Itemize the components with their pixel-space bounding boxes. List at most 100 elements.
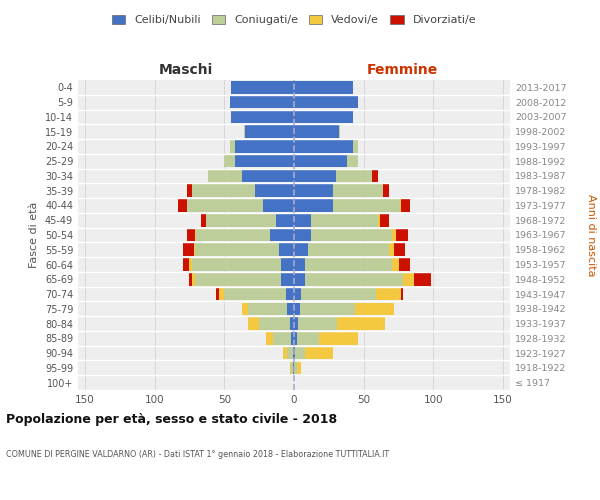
Text: COMUNE DI PERGINE VALDARNO (AR) - Dati ISTAT 1° gennaio 2018 - Elaborazione TUTT: COMUNE DI PERGINE VALDARNO (AR) - Dati I…: [6, 450, 389, 459]
Bar: [294, 332, 297, 344]
Legend: Celibi/Nubili, Coniugati/e, Vedovi/e, Divorziati/e: Celibi/Nubili, Coniugati/e, Vedovi/e, Di…: [107, 10, 481, 30]
Bar: [305, 273, 403, 285]
Bar: [290, 362, 291, 374]
Bar: [377, 214, 380, 226]
Bar: [182, 244, 194, 256]
Bar: [403, 273, 414, 285]
Bar: [380, 214, 389, 226]
Bar: [347, 155, 358, 168]
Bar: [190, 258, 192, 271]
Bar: [192, 273, 195, 285]
Bar: [200, 214, 206, 226]
Bar: [294, 288, 301, 300]
Bar: [192, 184, 255, 197]
Bar: [245, 126, 294, 138]
Bar: [333, 199, 400, 212]
Bar: [187, 199, 263, 212]
Bar: [293, 362, 294, 374]
Bar: [336, 170, 372, 182]
Bar: [400, 199, 401, 212]
Bar: [230, 96, 294, 108]
Bar: [308, 244, 389, 256]
Bar: [294, 110, 353, 123]
Bar: [298, 318, 337, 330]
Bar: [248, 318, 259, 330]
Bar: [263, 199, 294, 212]
Bar: [338, 126, 340, 138]
Bar: [294, 184, 333, 197]
Bar: [187, 228, 195, 241]
Bar: [273, 332, 291, 344]
Bar: [383, 184, 389, 197]
Bar: [195, 228, 196, 241]
Bar: [305, 258, 392, 271]
Y-axis label: Fasce di età: Fasce di età: [29, 202, 39, 268]
Bar: [355, 302, 394, 315]
Bar: [242, 170, 294, 182]
Bar: [319, 332, 358, 344]
Bar: [219, 288, 224, 300]
Bar: [353, 140, 358, 152]
Bar: [305, 347, 333, 360]
Bar: [389, 244, 394, 256]
Bar: [294, 362, 297, 374]
Bar: [216, 288, 219, 300]
Bar: [294, 96, 358, 108]
Bar: [294, 244, 308, 256]
Bar: [396, 228, 408, 241]
Bar: [401, 288, 403, 300]
Bar: [294, 228, 311, 241]
Bar: [276, 214, 294, 226]
Bar: [394, 244, 406, 256]
Text: Maschi: Maschi: [159, 63, 213, 77]
Bar: [242, 302, 248, 315]
Bar: [294, 302, 299, 315]
Bar: [294, 199, 333, 212]
Bar: [224, 155, 235, 168]
Bar: [192, 258, 281, 271]
Bar: [286, 288, 294, 300]
Bar: [392, 258, 398, 271]
Bar: [281, 258, 294, 271]
Bar: [278, 244, 294, 256]
Bar: [294, 170, 336, 182]
Bar: [230, 140, 235, 152]
Bar: [244, 126, 245, 138]
Bar: [208, 170, 242, 182]
Text: Popolazione per età, sesso e stato civile - 2018: Popolazione per età, sesso e stato civil…: [6, 412, 337, 426]
Bar: [294, 81, 353, 94]
Bar: [398, 258, 410, 271]
Bar: [235, 140, 294, 152]
Bar: [294, 318, 298, 330]
Y-axis label: Anni di nascita: Anni di nascita: [586, 194, 596, 276]
Bar: [301, 288, 376, 300]
Bar: [290, 318, 294, 330]
Bar: [178, 199, 187, 212]
Bar: [194, 244, 195, 256]
Bar: [235, 155, 294, 168]
Bar: [206, 214, 276, 226]
Bar: [294, 155, 347, 168]
Bar: [311, 214, 377, 226]
Bar: [196, 228, 271, 241]
Bar: [401, 199, 410, 212]
Bar: [231, 110, 294, 123]
Bar: [291, 332, 294, 344]
Bar: [299, 302, 355, 315]
Bar: [287, 302, 294, 315]
Bar: [392, 228, 396, 241]
Bar: [297, 362, 301, 374]
Bar: [182, 258, 190, 271]
Bar: [295, 347, 305, 360]
Bar: [266, 332, 273, 344]
Bar: [337, 318, 385, 330]
Bar: [281, 273, 294, 285]
Bar: [271, 228, 294, 241]
Bar: [294, 347, 295, 360]
Bar: [311, 228, 392, 241]
Bar: [294, 258, 305, 271]
Bar: [294, 214, 311, 226]
Bar: [231, 81, 294, 94]
Bar: [414, 273, 431, 285]
Bar: [248, 302, 287, 315]
